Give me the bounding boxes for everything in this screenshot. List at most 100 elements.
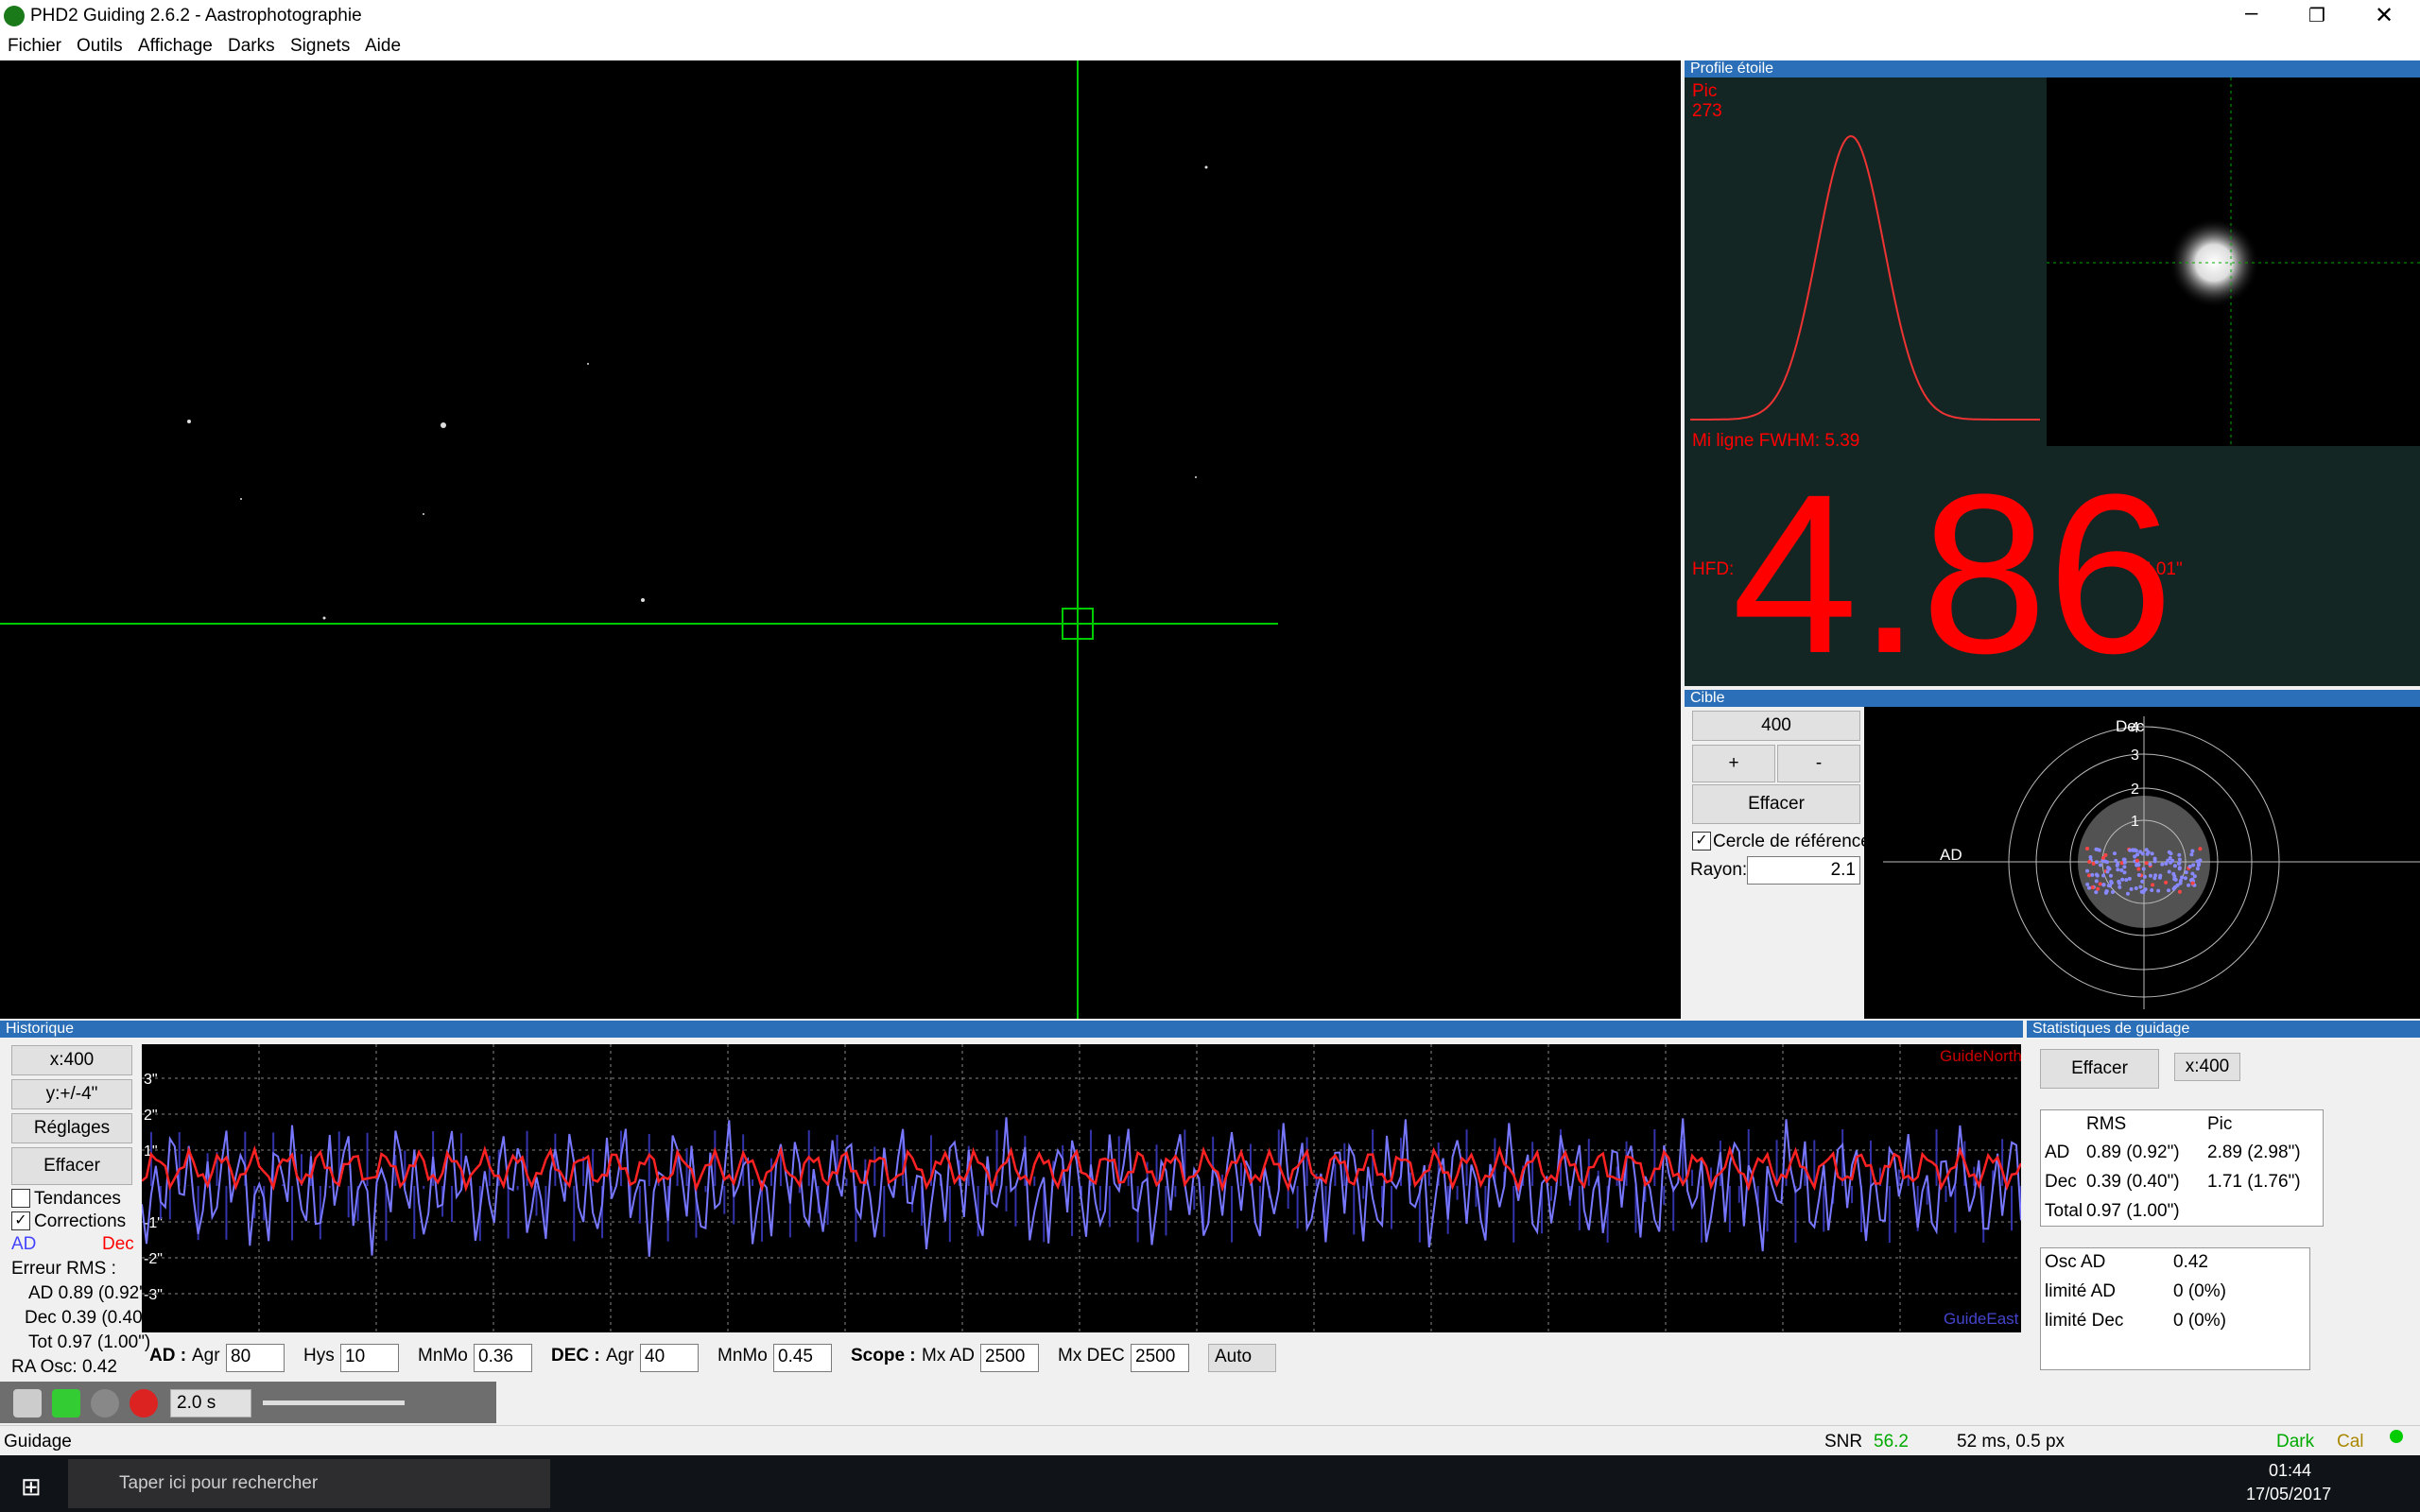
input[interactable]: Auto — [1208, 1344, 1276, 1372]
scatter-dot — [2105, 869, 2110, 874]
menu-item[interactable]: Fichier — [8, 36, 62, 56]
corrections-label: Corrections — [34, 1211, 127, 1231]
scatter-dot — [2086, 885, 2091, 890]
input[interactable]: 0.36 — [474, 1344, 532, 1372]
profile-plot — [1690, 77, 2420, 446]
scatter-dot — [2172, 874, 2177, 879]
scatter-dot — [2190, 849, 2195, 853]
dark-indicator: Dark — [2276, 1432, 2315, 1452]
zoom-in[interactable]: + — [1692, 745, 1775, 782]
rms-dec: Dec 0.39 (0.40") — [25, 1308, 155, 1328]
loop-button[interactable] — [13, 1389, 42, 1418]
scale-dropdown[interactable]: 400 — [1692, 711, 1860, 741]
scatter-dot — [2117, 879, 2121, 884]
scatter-dot — [2177, 866, 2182, 870]
scatter-dot — [2133, 854, 2137, 859]
trends-label: Tendances — [34, 1189, 121, 1209]
y-label: -3" — [144, 1287, 163, 1303]
menu-item[interactable]: Aide — [365, 36, 402, 56]
x-scale[interactable]: x:400 — [11, 1045, 132, 1075]
cell: Total — [2045, 1201, 2083, 1221]
scatter-dot — [2134, 885, 2138, 890]
scatter-dot — [2190, 871, 2195, 876]
menu-item[interactable]: Affichage — [138, 36, 213, 56]
radius-input[interactable]: 2.1 — [1747, 856, 1860, 885]
input[interactable]: 2500 — [980, 1344, 1039, 1372]
scale-dropdown[interactable]: x:400 — [2174, 1053, 2240, 1081]
label: Hys — [303, 1346, 335, 1366]
app-icon — [4, 6, 25, 26]
status-text: Guidage — [4, 1432, 72, 1452]
scatter-dot — [2176, 861, 2181, 866]
panel-header: Historique — [0, 1021, 2023, 1038]
status-bar: Guidage SNR 56.2 52 ms, 0.5 px Dark Cal — [0, 1425, 2420, 1455]
y-scale[interactable]: y:+/-4" — [11, 1079, 132, 1109]
scatter-dot — [2157, 875, 2162, 880]
scatter-dot — [2094, 890, 2099, 895]
step-info: 52 ms, 0.5 px — [1957, 1432, 2066, 1452]
minimize[interactable]: – — [2245, 0, 2258, 26]
panel-header: Statistiques de guidage — [2027, 1021, 2420, 1038]
hfd-label: HFD: — [1692, 559, 1735, 579]
camera-view — [0, 60, 1681, 1019]
stats-panel: Statistiques de guidage Effacer x:400 RM… — [2027, 1021, 2420, 1380]
cell: 0.89 (0.92") — [2086, 1143, 2180, 1162]
ref-circle-label: Cercle de référence — [1713, 832, 1871, 851]
input[interactable]: 80 — [226, 1344, 285, 1372]
input[interactable]: 0.45 — [773, 1344, 832, 1372]
title-bar: PHD2 Guiding 2.6.2 - Aastrophotographie … — [0, 0, 2420, 32]
exposure[interactable]: 2.0 s — [170, 1389, 251, 1418]
scatter-dot — [2166, 858, 2170, 863]
scatter-dot — [2131, 848, 2135, 852]
input[interactable]: 2500 — [1131, 1344, 1189, 1372]
input[interactable]: 10 — [340, 1344, 399, 1372]
maximize[interactable]: ❐ — [2308, 6, 2325, 26]
input[interactable]: 40 — [640, 1344, 699, 1372]
scatter-dot — [2142, 874, 2147, 879]
clear-button[interactable]: Effacer — [11, 1147, 132, 1185]
menu-item[interactable]: Signets — [290, 36, 351, 56]
gamma-slider[interactable] — [263, 1400, 405, 1405]
label: Scope : — [851, 1346, 916, 1366]
scatter-dot — [2124, 878, 2129, 883]
menu-item[interactable]: Outils — [77, 36, 123, 56]
scatter-dot — [2122, 860, 2127, 865]
ring-label: 1 — [2131, 814, 2139, 830]
scatter-dot — [2122, 865, 2127, 869]
scatter-dot — [2088, 855, 2093, 860]
label: Agr — [606, 1346, 634, 1366]
scatter-dot — [2119, 868, 2124, 872]
scatter-dot — [2101, 873, 2106, 878]
cell: limité Dec — [2045, 1311, 2124, 1331]
settings[interactable]: Réglages — [11, 1113, 132, 1143]
scatter-dot — [2127, 876, 2132, 881]
history-panel: Historique x:400 y:+/-4" Réglages Efface… — [0, 1021, 2023, 1380]
clock-date: 17/05/2017 — [2246, 1485, 2332, 1503]
col-header: Pic — [2207, 1114, 2233, 1134]
label: MnMo — [717, 1346, 768, 1366]
cell: 0.97 (1.00") — [2086, 1201, 2180, 1221]
scatter-dot — [2110, 889, 2115, 894]
close[interactable]: ✕ — [2375, 3, 2394, 28]
clear-button[interactable]: Effacer — [2040, 1049, 2159, 1089]
zoom-out[interactable]: - — [1777, 745, 1860, 782]
auto-button[interactable] — [52, 1389, 80, 1418]
guide-button[interactable] — [91, 1389, 119, 1418]
clear-button[interactable]: Effacer — [1692, 784, 1860, 824]
ref-checkbox[interactable]: ✓ — [1692, 832, 1711, 850]
osc-table: Osc AD 0.42 limité AD 0 (0%) limité Dec 0 (0%… — [2040, 1247, 2310, 1370]
trends-checkbox[interactable] — [11, 1189, 30, 1208]
profile-panel: Profile étoile Pic 273 Mi ligne FWHM: 5.… — [1685, 60, 2420, 700]
scatter-dot — [2136, 867, 2141, 871]
corrections-checkbox[interactable]: ✓ — [11, 1211, 30, 1230]
scatter-dot — [2164, 861, 2169, 866]
connect-indicator — [2390, 1430, 2403, 1443]
scatter-dot — [2183, 876, 2187, 881]
stop-button[interactable] — [130, 1389, 158, 1418]
cell: 1.71 (1.76") — [2207, 1172, 2301, 1192]
start-button[interactable]: ⊞ — [21, 1472, 42, 1501]
scatter-dot — [2140, 879, 2145, 884]
search-box[interactable]: Taper ici pour rechercher — [68, 1459, 550, 1508]
scatter-dot — [2107, 867, 2112, 871]
menu-item[interactable]: Darks — [228, 36, 275, 56]
